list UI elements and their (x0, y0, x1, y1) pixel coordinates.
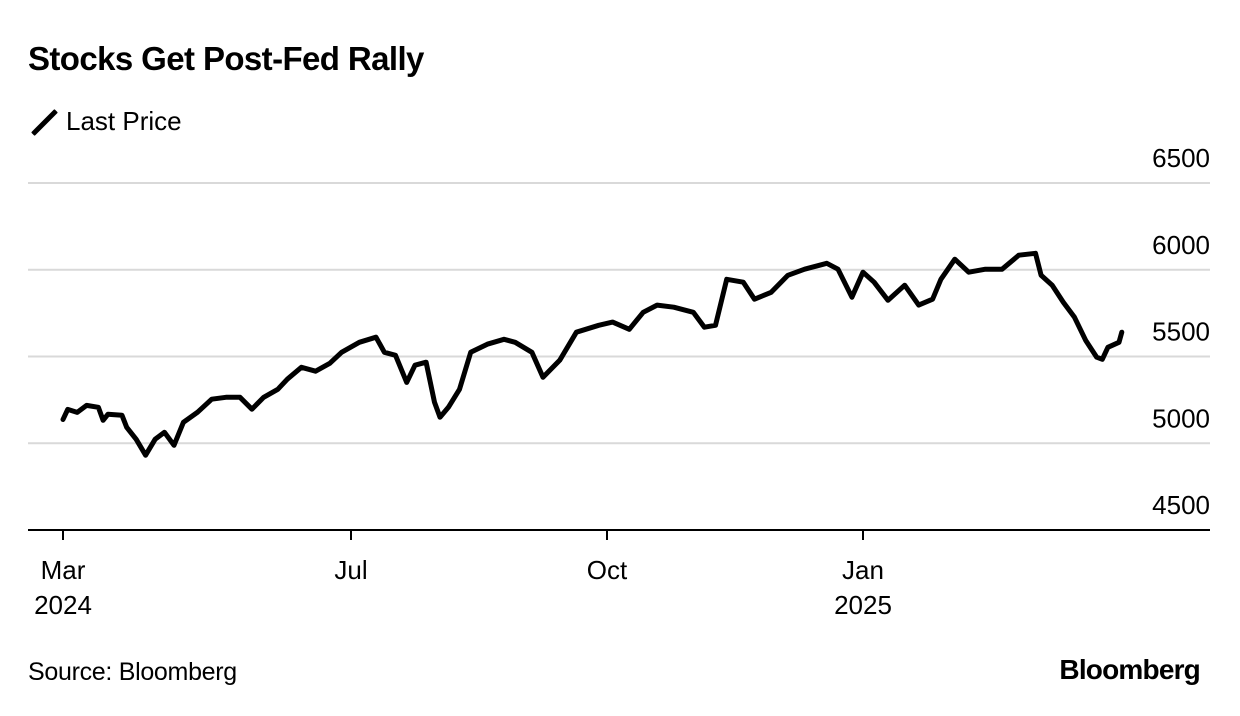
chart-title: Stocks Get Post-Fed Rally (28, 40, 424, 77)
gridlines (28, 182, 1210, 445)
source-note: Source: Bloomberg (28, 658, 237, 686)
x-tick-label: Mar (41, 555, 86, 585)
x-tick-sublabel: 2025 (834, 590, 892, 620)
x-tick-label: Oct (587, 555, 628, 585)
series-line-last-price (60, 250, 1125, 458)
x-tick-sublabel: 2024 (34, 590, 92, 620)
y-axis-labels: 4500 5000 5500 6000 6500 (1152, 143, 1210, 520)
series-layer (60, 250, 1125, 458)
bloomberg-logo: Bloomberg (1059, 654, 1200, 685)
y-tick-label: 5500 (1152, 317, 1210, 347)
legend: Last Price (30, 106, 182, 137)
y-tick-label: 6000 (1152, 230, 1210, 260)
legend-label: Last Price (66, 106, 182, 136)
x-tick-label: Jan (842, 555, 884, 585)
y-tick-label: 5000 (1152, 403, 1210, 433)
y-tick-label: 4500 (1152, 490, 1210, 520)
x-axis: Mar 2024 Jul Oct Jan 2025 (28, 529, 1210, 620)
x-tick-label: Jul (334, 555, 367, 585)
y-tick-label: 6500 (1152, 143, 1210, 173)
